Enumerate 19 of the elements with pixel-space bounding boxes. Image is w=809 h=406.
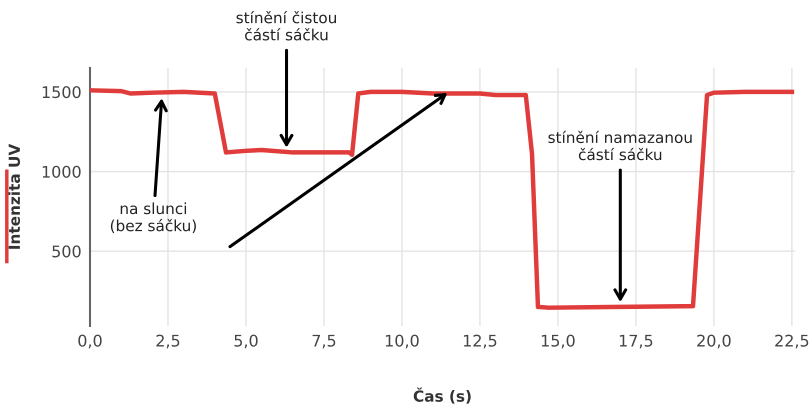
annotation: stínění čistou částí sáčku [236,10,336,41]
line-series [90,88,794,310]
x-tick-label: 17,5 [620,334,652,348]
y-tick-label: 1000 [42,166,81,178]
y-tick-label: 500 [52,245,81,258]
x-tick-label: 5,0 [234,334,258,348]
x-tick-label: 0,0 [78,334,102,348]
x-tick-label: 20,0 [697,334,731,348]
x-tick-label: 22,5 [775,334,808,348]
y-tick-label: 1500 [42,86,81,98]
x-tick-label: 2,5 [156,334,180,348]
annotation: na slunci (bez sáčku) [110,202,196,234]
x-axis-title: Čas (s) [414,388,471,404]
x-tick-label: 7,5 [312,334,336,348]
x-tick-label: 15,0 [542,334,575,348]
x-tick-label: 10,0 [386,334,419,348]
annotation: stínění namazanou částí sáčku [548,130,692,160]
x-tick-label: 12,5 [464,334,496,348]
y-axis-title: Intenzita UV [8,144,20,249]
